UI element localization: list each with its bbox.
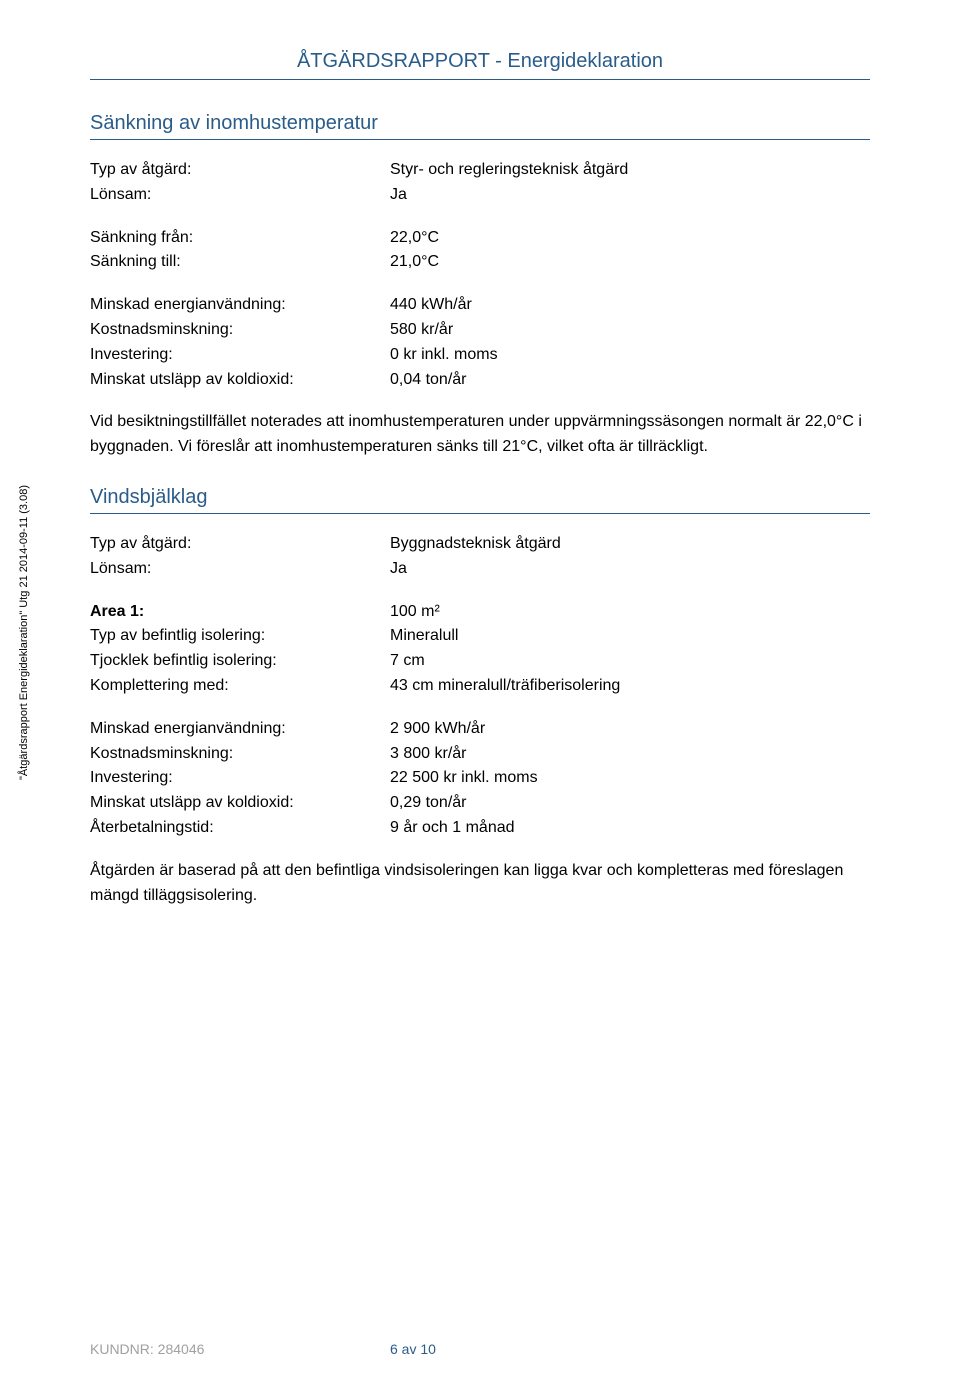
kv-label: Tjocklek befintlig isolering: <box>90 649 390 674</box>
kv-value: 22 500 kr inkl. moms <box>390 766 870 791</box>
kv-value: 7 cm <box>390 649 870 674</box>
kv-row: Investering: 22 500 kr inkl. moms <box>90 766 870 791</box>
kv-value: 9 år och 1 månad <box>390 816 870 841</box>
kv-label: Minskad energianvändning: <box>90 293 390 318</box>
kv-label: Minskad energianvändning: <box>90 717 390 742</box>
kv-row: Lönsam: Ja <box>90 557 870 582</box>
kv-row: Typ av åtgärd: Byggnadsteknisk åtgärd <box>90 532 870 557</box>
footer: KUNDNR: 284046 6 av 10 <box>90 1341 870 1357</box>
title-divider <box>90 79 870 80</box>
kv-value: 580 kr/år <box>390 318 870 343</box>
footer-customer-number: 284046 <box>158 1341 205 1357</box>
footer-customer-label: KUNDNR: <box>90 1341 158 1357</box>
kv-row: Typ av åtgärd: Styr- och regleringstekni… <box>90 158 870 183</box>
kv-value: Byggnadsteknisk åtgärd <box>390 532 870 557</box>
kv-label: Komplettering med: <box>90 674 390 699</box>
section2-title: Vindsbjälklag <box>90 486 870 509</box>
kv-value: 440 kWh/år <box>390 293 870 318</box>
document-title: ÅTGÄRDSRAPPORT - Energideklaration <box>90 50 870 73</box>
kv-label: Lönsam: <box>90 557 390 582</box>
kv-value: 100 m² <box>390 600 870 625</box>
page: "Åtgärdsrapport Energideklaration" Utg 2… <box>0 0 960 1397</box>
kv-label: Typ av befintlig isolering: <box>90 624 390 649</box>
kv-value: 43 cm mineralull/träfiberisolering <box>390 674 870 699</box>
kv-row: Komplettering med: 43 cm mineralull/träf… <box>90 674 870 699</box>
section2-body: Åtgärden är baserad på att den befintlig… <box>90 859 870 909</box>
kv-row: Sänkning till: 21,0°C <box>90 250 870 275</box>
section2-block3: Minskad energianvändning: 2 900 kWh/år K… <box>90 717 870 841</box>
section2-divider <box>90 513 870 514</box>
sidebar-reference-text: "Åtgärdsrapport Energideklaration" Utg 2… <box>18 485 30 780</box>
kv-row: Investering: 0 kr inkl. moms <box>90 343 870 368</box>
kv-value: 3 800 kr/år <box>390 742 870 767</box>
kv-label: Minskat utsläpp av koldioxid: <box>90 791 390 816</box>
kv-row: Sänkning från: 22,0°C <box>90 226 870 251</box>
kv-label: Area 1: <box>90 600 390 625</box>
kv-row: Area 1: 100 m² <box>90 600 870 625</box>
kv-value: Styr- och regleringsteknisk åtgärd <box>390 158 870 183</box>
kv-value: 2 900 kWh/år <box>390 717 870 742</box>
kv-value: Mineralull <box>390 624 870 649</box>
section1-title: Sänkning av inomhustemperatur <box>90 112 870 135</box>
kv-row: Kostnadsminskning: 580 kr/år <box>90 318 870 343</box>
kv-value: 22,0°C <box>390 226 870 251</box>
kv-label: Kostnadsminskning: <box>90 318 390 343</box>
section1-body: Vid besiktningstillfället noterades att … <box>90 410 870 460</box>
kv-value: 0 kr inkl. moms <box>390 343 870 368</box>
kv-label: Investering: <box>90 343 390 368</box>
kv-label: Typ av åtgärd: <box>90 158 390 183</box>
kv-value: 0,29 ton/år <box>390 791 870 816</box>
kv-label: Investering: <box>90 766 390 791</box>
kv-label: Lönsam: <box>90 183 390 208</box>
section2-block1: Typ av åtgärd: Byggnadsteknisk åtgärd Lö… <box>90 532 870 582</box>
section1-block2: Sänkning från: 22,0°C Sänkning till: 21,… <box>90 226 870 276</box>
kv-row: Minskat utsläpp av koldioxid: 0,29 ton/å… <box>90 791 870 816</box>
kv-row: Typ av befintlig isolering: Mineralull <box>90 624 870 649</box>
section1-block3: Minskad energianvändning: 440 kWh/år Kos… <box>90 293 870 392</box>
kv-value: Ja <box>390 183 870 208</box>
kv-row: Minskad energianvändning: 440 kWh/år <box>90 293 870 318</box>
kv-row: Tjocklek befintlig isolering: 7 cm <box>90 649 870 674</box>
kv-row: Minskad energianvändning: 2 900 kWh/år <box>90 717 870 742</box>
kv-label: Typ av åtgärd: <box>90 532 390 557</box>
kv-row: Lönsam: Ja <box>90 183 870 208</box>
kv-row: Kostnadsminskning: 3 800 kr/år <box>90 742 870 767</box>
kv-label: Minskat utsläpp av koldioxid: <box>90 368 390 393</box>
footer-customer: KUNDNR: 284046 <box>90 1341 390 1357</box>
kv-label: Kostnadsminskning: <box>90 742 390 767</box>
kv-value: 0,04 ton/år <box>390 368 870 393</box>
kv-label: Återbetalningstid: <box>90 816 390 841</box>
footer-page-number: 6 av 10 <box>390 1341 436 1357</box>
kv-row: Minskat utsläpp av koldioxid: 0,04 ton/å… <box>90 368 870 393</box>
section1-block1: Typ av åtgärd: Styr- och regleringstekni… <box>90 158 870 208</box>
kv-label: Sänkning till: <box>90 250 390 275</box>
kv-label: Sänkning från: <box>90 226 390 251</box>
kv-value: Ja <box>390 557 870 582</box>
section1-divider <box>90 139 870 140</box>
kv-row: Återbetalningstid: 9 år och 1 månad <box>90 816 870 841</box>
section2-block2: Area 1: 100 m² Typ av befintlig isolerin… <box>90 600 870 699</box>
kv-value: 21,0°C <box>390 250 870 275</box>
